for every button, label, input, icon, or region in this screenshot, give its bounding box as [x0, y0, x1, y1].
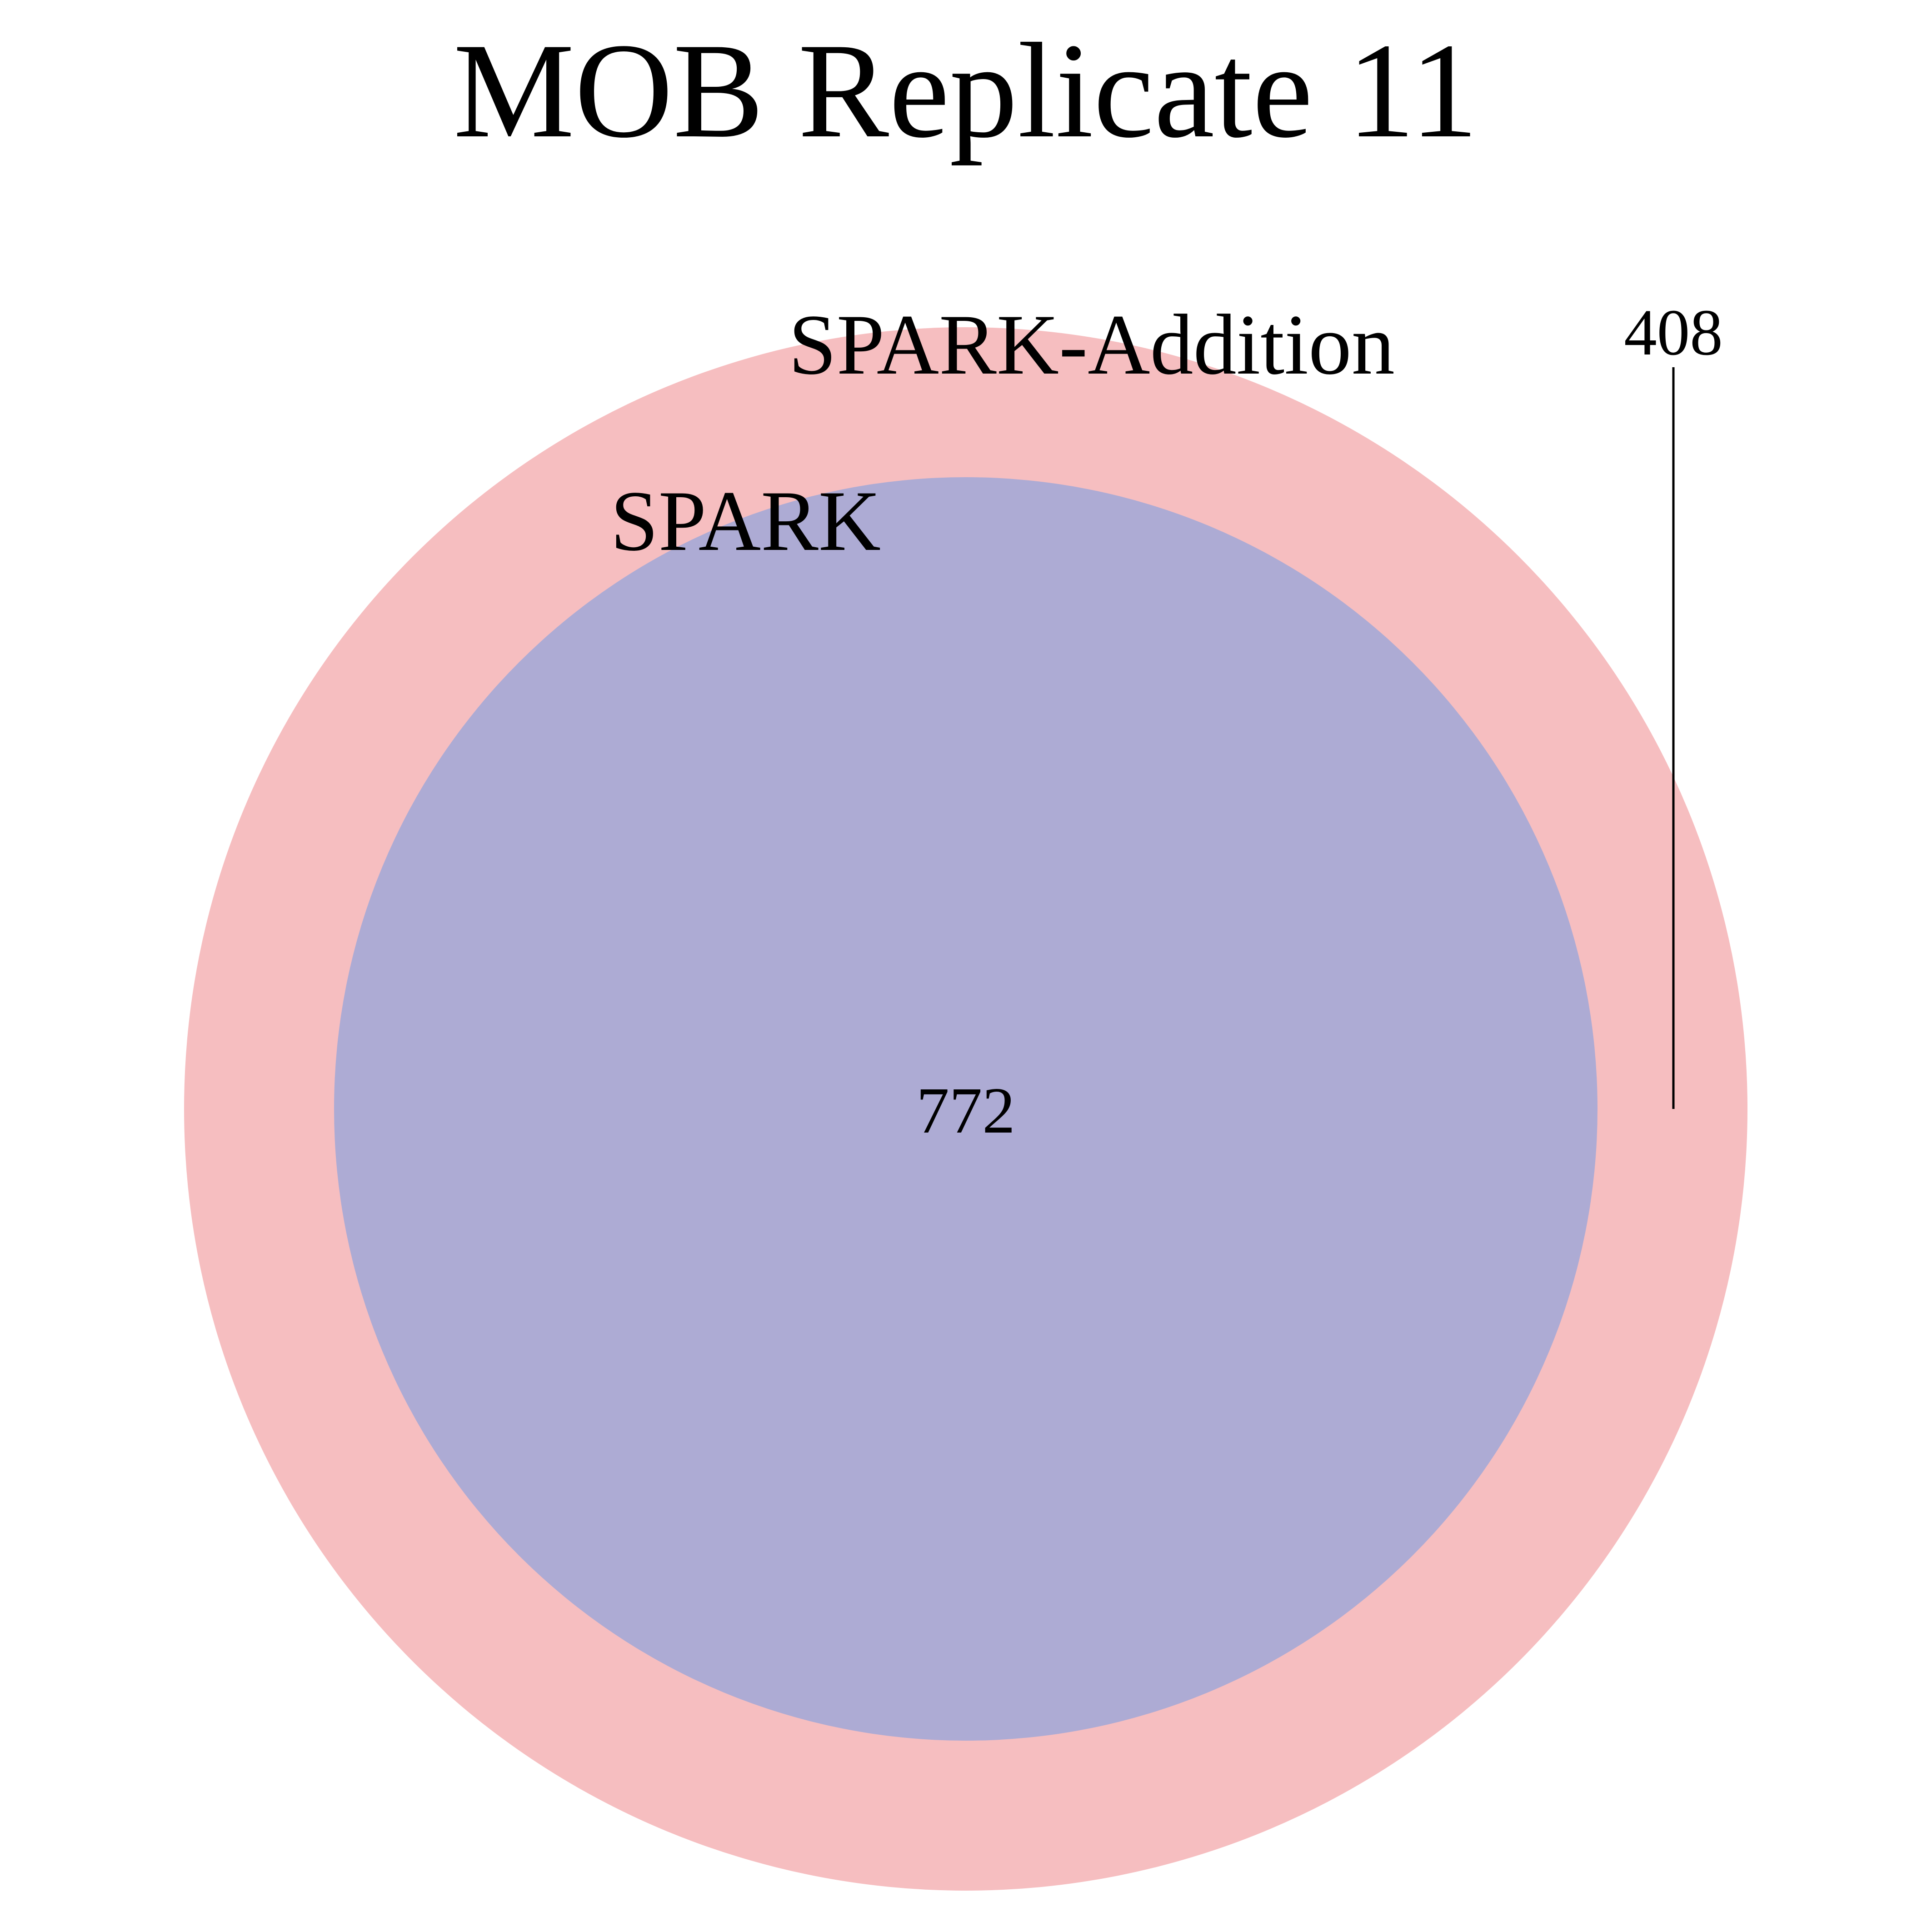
spark-circle: [334, 477, 1598, 1741]
spark-addition-label: SPARK-Addition: [789, 297, 1395, 393]
outer-only-count: 408: [1624, 296, 1723, 369]
spark-label: SPARK: [610, 474, 881, 569]
chart-title: MOB Replicate 11: [453, 15, 1478, 166]
overlap-count: 772: [916, 1074, 1015, 1147]
